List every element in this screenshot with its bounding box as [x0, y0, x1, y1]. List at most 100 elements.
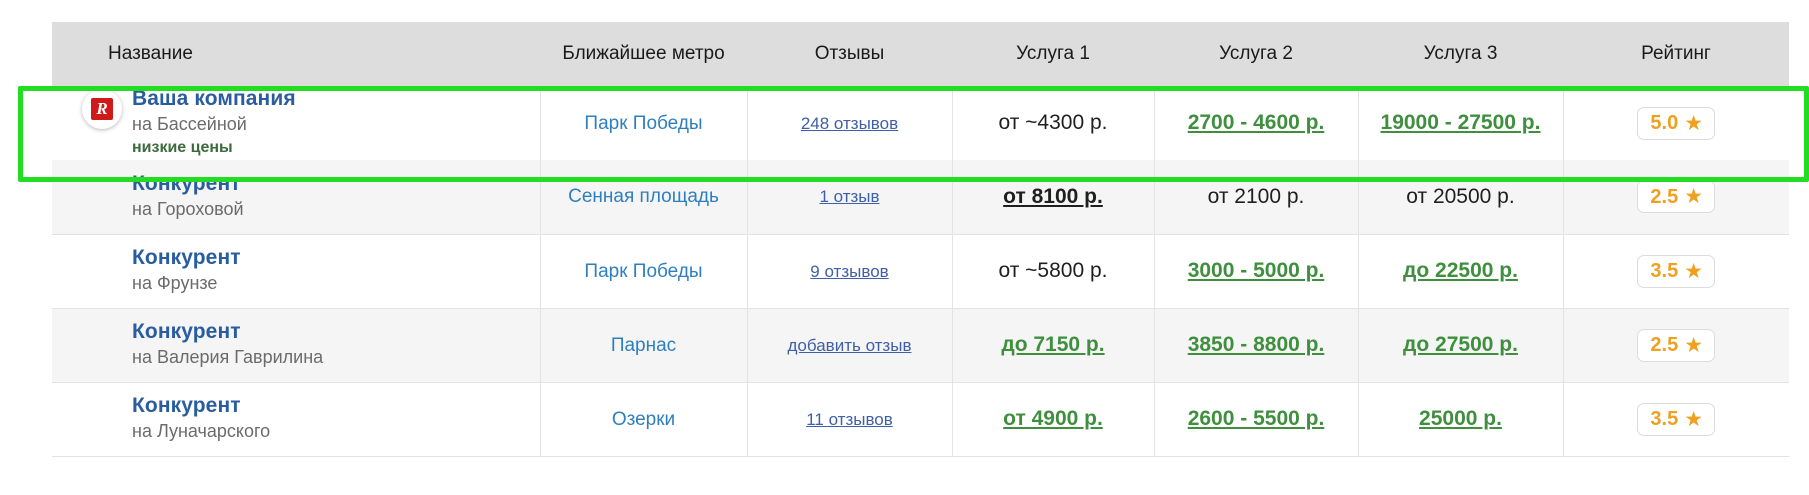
company-block: Конкурент на Луначарского — [90, 394, 526, 444]
star-icon: ★ — [1684, 111, 1704, 135]
company-address: на Луначарского — [132, 421, 271, 442]
rating-value: 2.5 — [1650, 185, 1679, 208]
metro-link[interactable]: Сенная площадь — [568, 186, 719, 208]
cell-company: Конкурент на Фрунзе — [52, 234, 541, 309]
cell-service-2: 3000 - 5000 р. — [1154, 234, 1359, 309]
company-name-link[interactable]: Конкурент — [132, 245, 241, 269]
price-service-3[interactable]: до 27500 р. — [1403, 333, 1518, 356]
rating-value: 2.5 — [1650, 334, 1679, 356]
cell-metro: Парк Победы — [540, 234, 748, 309]
reviews-link[interactable]: 11 отзывов — [806, 409, 893, 429]
company-address: на Бассейной — [132, 114, 247, 135]
price-service-2[interactable]: 2700 - 4600 р. — [1187, 111, 1325, 134]
metro-link[interactable]: Парк Победы — [584, 112, 703, 134]
company-block: Конкурент на Фрунзе — [90, 246, 526, 296]
star-icon: ★ — [1684, 407, 1704, 431]
rating-badge[interactable]: 3.5 ★ — [1637, 402, 1716, 436]
cell-service-1: от 8100 р. — [952, 160, 1155, 235]
price-service-1: от ~4300 р. — [998, 111, 1108, 134]
column-header-service-3[interactable]: Услуга 3 — [1358, 22, 1563, 86]
table-row[interactable]: Конкурент на Фрунзе Парк Победы 9 отзывов от… — [52, 234, 1789, 309]
cell-service-2: 2600 - 5500 р. — [1154, 382, 1359, 457]
cell-service-1: от ~4300 р. — [952, 86, 1155, 160]
reviews-link[interactable]: добавить отзыв — [787, 335, 912, 355]
column-header-service-2[interactable]: Услуга 2 — [1154, 22, 1358, 86]
price-service-3[interactable]: 25000 р. — [1419, 407, 1502, 430]
cell-company: R Ваша компания на Бассейной низкие цены — [52, 86, 541, 160]
table-body: R Ваша компания на Бассейной низкие цены Пар… — [52, 86, 1789, 457]
price-service-2[interactable]: 3000 - 5000 р. — [1187, 259, 1325, 282]
metro-link[interactable]: Озерки — [611, 408, 676, 430]
rating-value: 3.5 — [1650, 408, 1679, 430]
reviews-link[interactable]: 1 отзыв — [819, 187, 880, 207]
metro-link[interactable]: Парнас — [610, 334, 677, 356]
star-icon: ★ — [1684, 185, 1704, 209]
company-name-link[interactable]: Конкурент — [132, 171, 241, 195]
cell-reviews: 9 отзывов — [747, 234, 953, 309]
cell-service-1: от ~5800 р. — [952, 234, 1155, 309]
rating-value: 5.0 — [1650, 112, 1679, 134]
price-service-1[interactable]: от 4900 р. — [1003, 407, 1103, 430]
cell-service-1: от 4900 р. — [952, 382, 1155, 457]
cell-service-2: 3850 - 8800 р. — [1154, 308, 1359, 383]
company-logo-icon: R — [82, 89, 122, 130]
company-name-link[interactable]: Конкурент — [132, 393, 241, 417]
price-service-2: от 2100 р. — [1207, 184, 1305, 208]
cell-reviews: добавить отзыв — [747, 308, 953, 383]
table-row[interactable]: R Ваша компания на Бассейной низкие цены Пар… — [52, 86, 1789, 160]
rating-value: 3.5 — [1650, 260, 1679, 282]
cell-service-3: до 22500 р. — [1358, 234, 1564, 309]
column-header-name[interactable]: Название — [52, 22, 540, 86]
cell-reviews: 11 отзывов — [747, 382, 953, 457]
price-service-3[interactable]: до 22500 р. — [1403, 259, 1518, 282]
cell-company: Конкурент на Гороховой — [52, 160, 541, 235]
company-address: на Фрунзе — [132, 273, 218, 294]
cell-service-3: 19000 - 27500 р. — [1358, 86, 1564, 160]
company-block: R Ваша компания на Бассейной низкие цены — [82, 87, 526, 159]
cell-rating: 2.5 ★ — [1563, 308, 1789, 383]
cell-service-3: от 20500 р. — [1358, 160, 1564, 235]
price-service-1[interactable]: до 7150 р. — [1001, 333, 1105, 356]
company-name-link[interactable]: Конкурент — [132, 319, 241, 343]
logo-glyph: R — [91, 98, 113, 121]
company-address: на Валерия Гаврилина — [132, 347, 324, 368]
cell-metro: Сенная площадь — [540, 160, 748, 235]
rating-badge[interactable]: 3.5 ★ — [1637, 254, 1716, 288]
star-icon: ★ — [1684, 259, 1704, 283]
price-service-1[interactable]: от 8100 р. — [1003, 184, 1103, 208]
price-service-2[interactable]: 2600 - 5500 р. — [1187, 407, 1325, 430]
table-row[interactable]: Конкурент на Валерия Гаврилина Парнас добав… — [52, 308, 1789, 383]
cell-service-3: до 27500 р. — [1358, 308, 1564, 383]
column-header-service-1[interactable]: Услуга 1 — [952, 22, 1154, 86]
column-header-reviews[interactable]: Отзывы — [747, 22, 952, 86]
cell-reviews: 248 отзывов — [747, 86, 953, 160]
comparison-table-wrapper: Название Ближайшее метро Отзывы Услуга 1… — [52, 22, 1789, 457]
cell-metro: Парк Победы — [540, 86, 748, 160]
table-row[interactable]: Конкурент на Гороховой Сенная площадь 1 отз… — [52, 160, 1789, 235]
cell-metro: Парнас — [540, 308, 748, 383]
rating-badge[interactable]: 5.0 ★ — [1637, 106, 1716, 140]
column-header-rating[interactable]: Рейтинг — [1563, 22, 1789, 86]
reviews-link[interactable]: 248 отзывов — [800, 113, 899, 133]
cell-service-2: от 2100 р. — [1154, 160, 1359, 235]
table-row[interactable]: Конкурент на Луначарского Озерки 11 отзывов… — [52, 382, 1789, 457]
cell-rating: 2.5 ★ — [1563, 160, 1789, 235]
company-tag-badge: низкие цены — [132, 139, 233, 157]
cell-company: Конкурент на Луначарского — [52, 382, 541, 457]
company-name-link[interactable]: Ваша компания — [132, 87, 296, 111]
column-header-metro[interactable]: Ближайшее метро — [540, 22, 747, 86]
star-icon: ★ — [1684, 333, 1704, 357]
price-service-3[interactable]: 19000 - 27500 р. — [1380, 111, 1541, 134]
cell-rating: 3.5 ★ — [1563, 382, 1789, 457]
reviews-link[interactable]: 9 отзывов — [810, 261, 889, 281]
cell-metro: Озерки — [540, 382, 748, 457]
cell-service-3: 25000 р. — [1358, 382, 1564, 457]
price-service-2[interactable]: 3850 - 8800 р. — [1187, 333, 1325, 356]
metro-link[interactable]: Парк Победы — [584, 260, 703, 282]
cell-service-1: до 7150 р. — [952, 308, 1155, 383]
company-block: Конкурент на Гороховой — [90, 172, 526, 222]
company-block: Конкурент на Валерия Гаврилина — [90, 320, 526, 370]
rating-badge[interactable]: 2.5 ★ — [1637, 328, 1716, 362]
rating-badge[interactable]: 2.5 ★ — [1637, 180, 1716, 214]
